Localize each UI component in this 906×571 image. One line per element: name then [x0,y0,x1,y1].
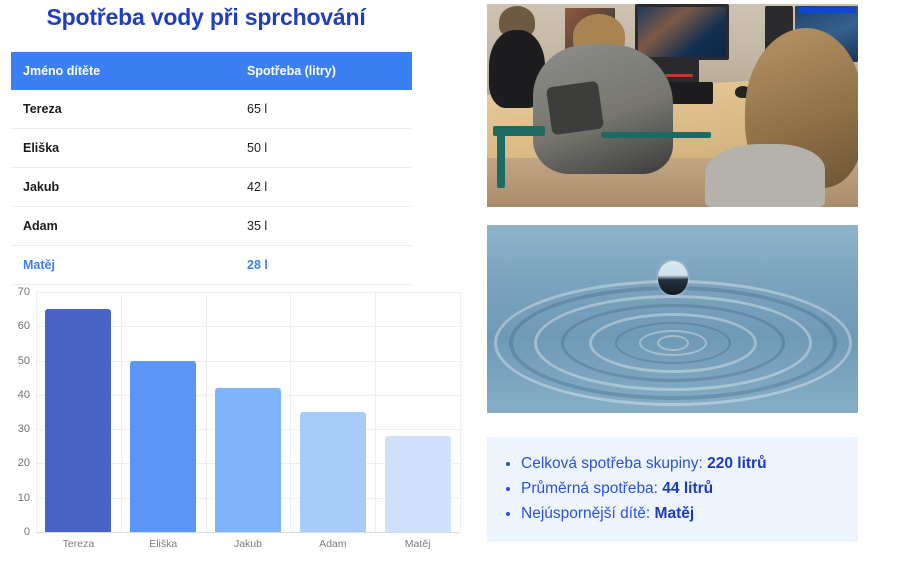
x-tick-label: Tereza [62,538,95,550]
table-cell-value: 50 l [235,128,412,168]
x-tick-label: Adam [319,538,347,550]
chart-bar[interactable] [299,412,366,532]
table-cell-name: Tereza [11,90,235,129]
x-tick-label: Matěj [404,538,431,550]
ripple-4 [533,295,812,392]
table-cell-name: Eliška [11,128,235,168]
table-cell-value: 35 l [235,206,412,246]
ripple-center [638,330,707,357]
table-row: Matěj 28 l [11,245,412,285]
table-header-value: Spotřeba (litry) [235,52,412,90]
table-cell-value: 42 l [235,167,412,207]
photo-hoodie-print [545,80,605,136]
summary-item-value: 220 litrů [707,455,767,472]
chart-axis-line [36,532,460,533]
y-tick-label: 10 [17,491,30,504]
summary-item-label: Nejúspornější dítě: [521,505,655,523]
photo-monitor-center-bezel [635,4,729,60]
page-title: Spotřeba vody při sprchování [46,4,366,30]
photo-pen [665,74,693,77]
summary-item: Celková spotřeba skupiny: 220 litrů [521,451,858,476]
bar-chart: 0 10 20 30 40 50 60 70 Tereza Eliška Jakub Adam Mat… [0,286,470,567]
summary-box: Celková spotřeba skupiny: 220 litrůPrůmě… [487,437,858,543]
photo-chair-leg [497,134,505,188]
table-cell-name: Jakub [11,167,235,207]
gridline-horizontal [36,326,460,328]
gridline-vertical [290,292,292,532]
table-row: Eliška 50 l [11,128,412,168]
table-body: Tereza 65 l Eliška 50 l Jakub 42 l Adam 35 l Mat… [11,90,412,285]
y-tick-label: 0 [23,526,30,538]
photo-monitor-banner [799,7,856,13]
classroom-photo [487,4,858,207]
bar-slot [290,292,375,532]
right-column: Celková spotřeba skupiny: 220 litrůPrůmě… [487,0,858,571]
gridline-vertical [36,292,37,532]
water-droplet-photo [487,225,858,413]
summary-list: Celková spotřeba skupiny: 220 litrůPrůmě… [487,451,858,526]
gridline-horizontal [36,360,460,362]
y-tick-label: 70 [17,286,30,298]
gridline-vertical [120,292,122,532]
table-header-row: Jméno dítěte Spotřeba (litry) [11,52,412,90]
summary-item-label: Průměrná spotřeba: [521,480,663,498]
table-head: Jméno dítěte Spotřeba (litry) [11,52,412,90]
chart-y-axis: 0 10 20 30 40 50 60 70 [0,286,30,538]
ripple-2 [588,313,757,374]
ripple-core [656,335,689,352]
ripple-3 [560,304,785,383]
y-tick-label: 50 [17,354,30,367]
ripple-1 [614,322,731,365]
table-row: Adam 35 l [11,206,412,246]
table-header-name: Jméno dítěte [11,52,235,90]
left-column: Spotřeba vody při sprchování Jméno dítět… [0,4,470,567]
y-tick-label: 60 [17,320,30,333]
photo-chair-rail [601,132,711,138]
table-cell-value: 28 l [235,245,412,285]
x-tick-label: Jakub [233,538,262,550]
table-row: Tereza 65 l [11,90,412,129]
table-row: Jakub 42 l [11,167,412,207]
water-drop [657,260,688,295]
gridline-vertical [375,292,377,532]
chart-x-axis: Tereza Eliška Jakub Adam Matěj [36,538,460,550]
photo-monitor-center-screen [638,7,726,57]
photo-chair-back [493,126,545,136]
chart-bar[interactable] [130,360,197,532]
chart-bar[interactable] [45,309,112,532]
y-tick-label: 40 [17,388,30,401]
summary-item-label: Celková spotřeba skupiny: [521,455,708,472]
chart-plot-area [36,292,461,533]
chart-bars [36,292,460,532]
consumption-table: Jméno dítěte Spotřeba (litry) Tereza 65 l… [11,52,412,285]
summary-item: Průměrná spotřeba: 44 litrů [521,476,858,501]
summary-item: Nejúspornější dítě: Matěj [521,501,858,526]
table-cell-name: Matěj [11,245,235,285]
bar-slot [206,292,291,532]
gridline-vertical [205,292,207,532]
bar-slot [36,292,121,532]
bar-slot [121,292,206,532]
y-tick-label: 20 [17,457,30,470]
photo-student-front-shoulder [705,144,825,207]
gridline-vertical [460,292,461,532]
bar-slot [375,292,460,532]
table-cell-name: Adam [11,206,235,246]
y-tick-label: 30 [17,423,30,436]
table-cell-value: 65 l [235,90,412,129]
chart-bar[interactable] [384,436,451,532]
summary-item-value: Matěj [654,505,695,523]
summary-item-value: 44 litrů [662,480,714,498]
gridline-horizontal [36,292,460,293]
x-tick-label: Eliška [149,538,178,550]
chart-bar[interactable] [214,388,281,532]
